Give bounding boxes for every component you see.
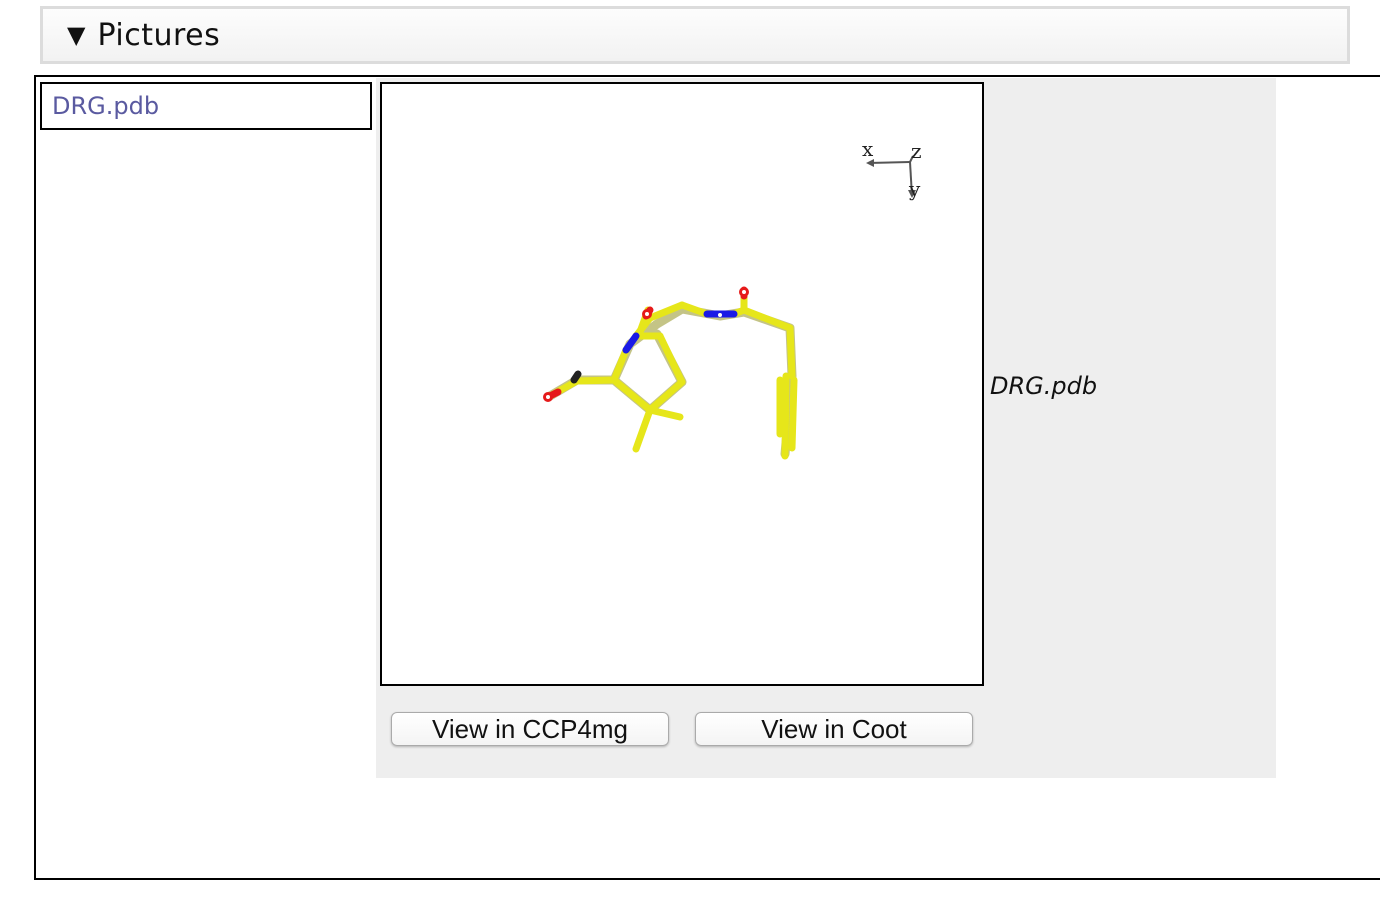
- molecule-picture: x z y: [380, 82, 984, 686]
- view-in-ccp4mg-button[interactable]: View in CCP4mg: [391, 712, 669, 746]
- file-list-item[interactable]: DRG.pdb: [40, 82, 372, 130]
- axis-x-label: x: [862, 137, 874, 161]
- picture-caption: DRG.pdb: [990, 372, 1098, 400]
- collapse-arrow-icon[interactable]: ▼: [67, 21, 86, 49]
- molecule-model: [543, 286, 798, 460]
- molecule-render: x z y: [543, 137, 922, 460]
- pictures-section-header[interactable]: ▼ Pictures: [40, 6, 1350, 64]
- view-in-coot-button[interactable]: View in Coot: [695, 712, 973, 746]
- axis-z-label: z: [911, 139, 922, 163]
- section-title: Pictures: [97, 17, 221, 53]
- axes-indicator-icon: x z y: [862, 137, 922, 201]
- axis-y-label: y: [908, 177, 921, 201]
